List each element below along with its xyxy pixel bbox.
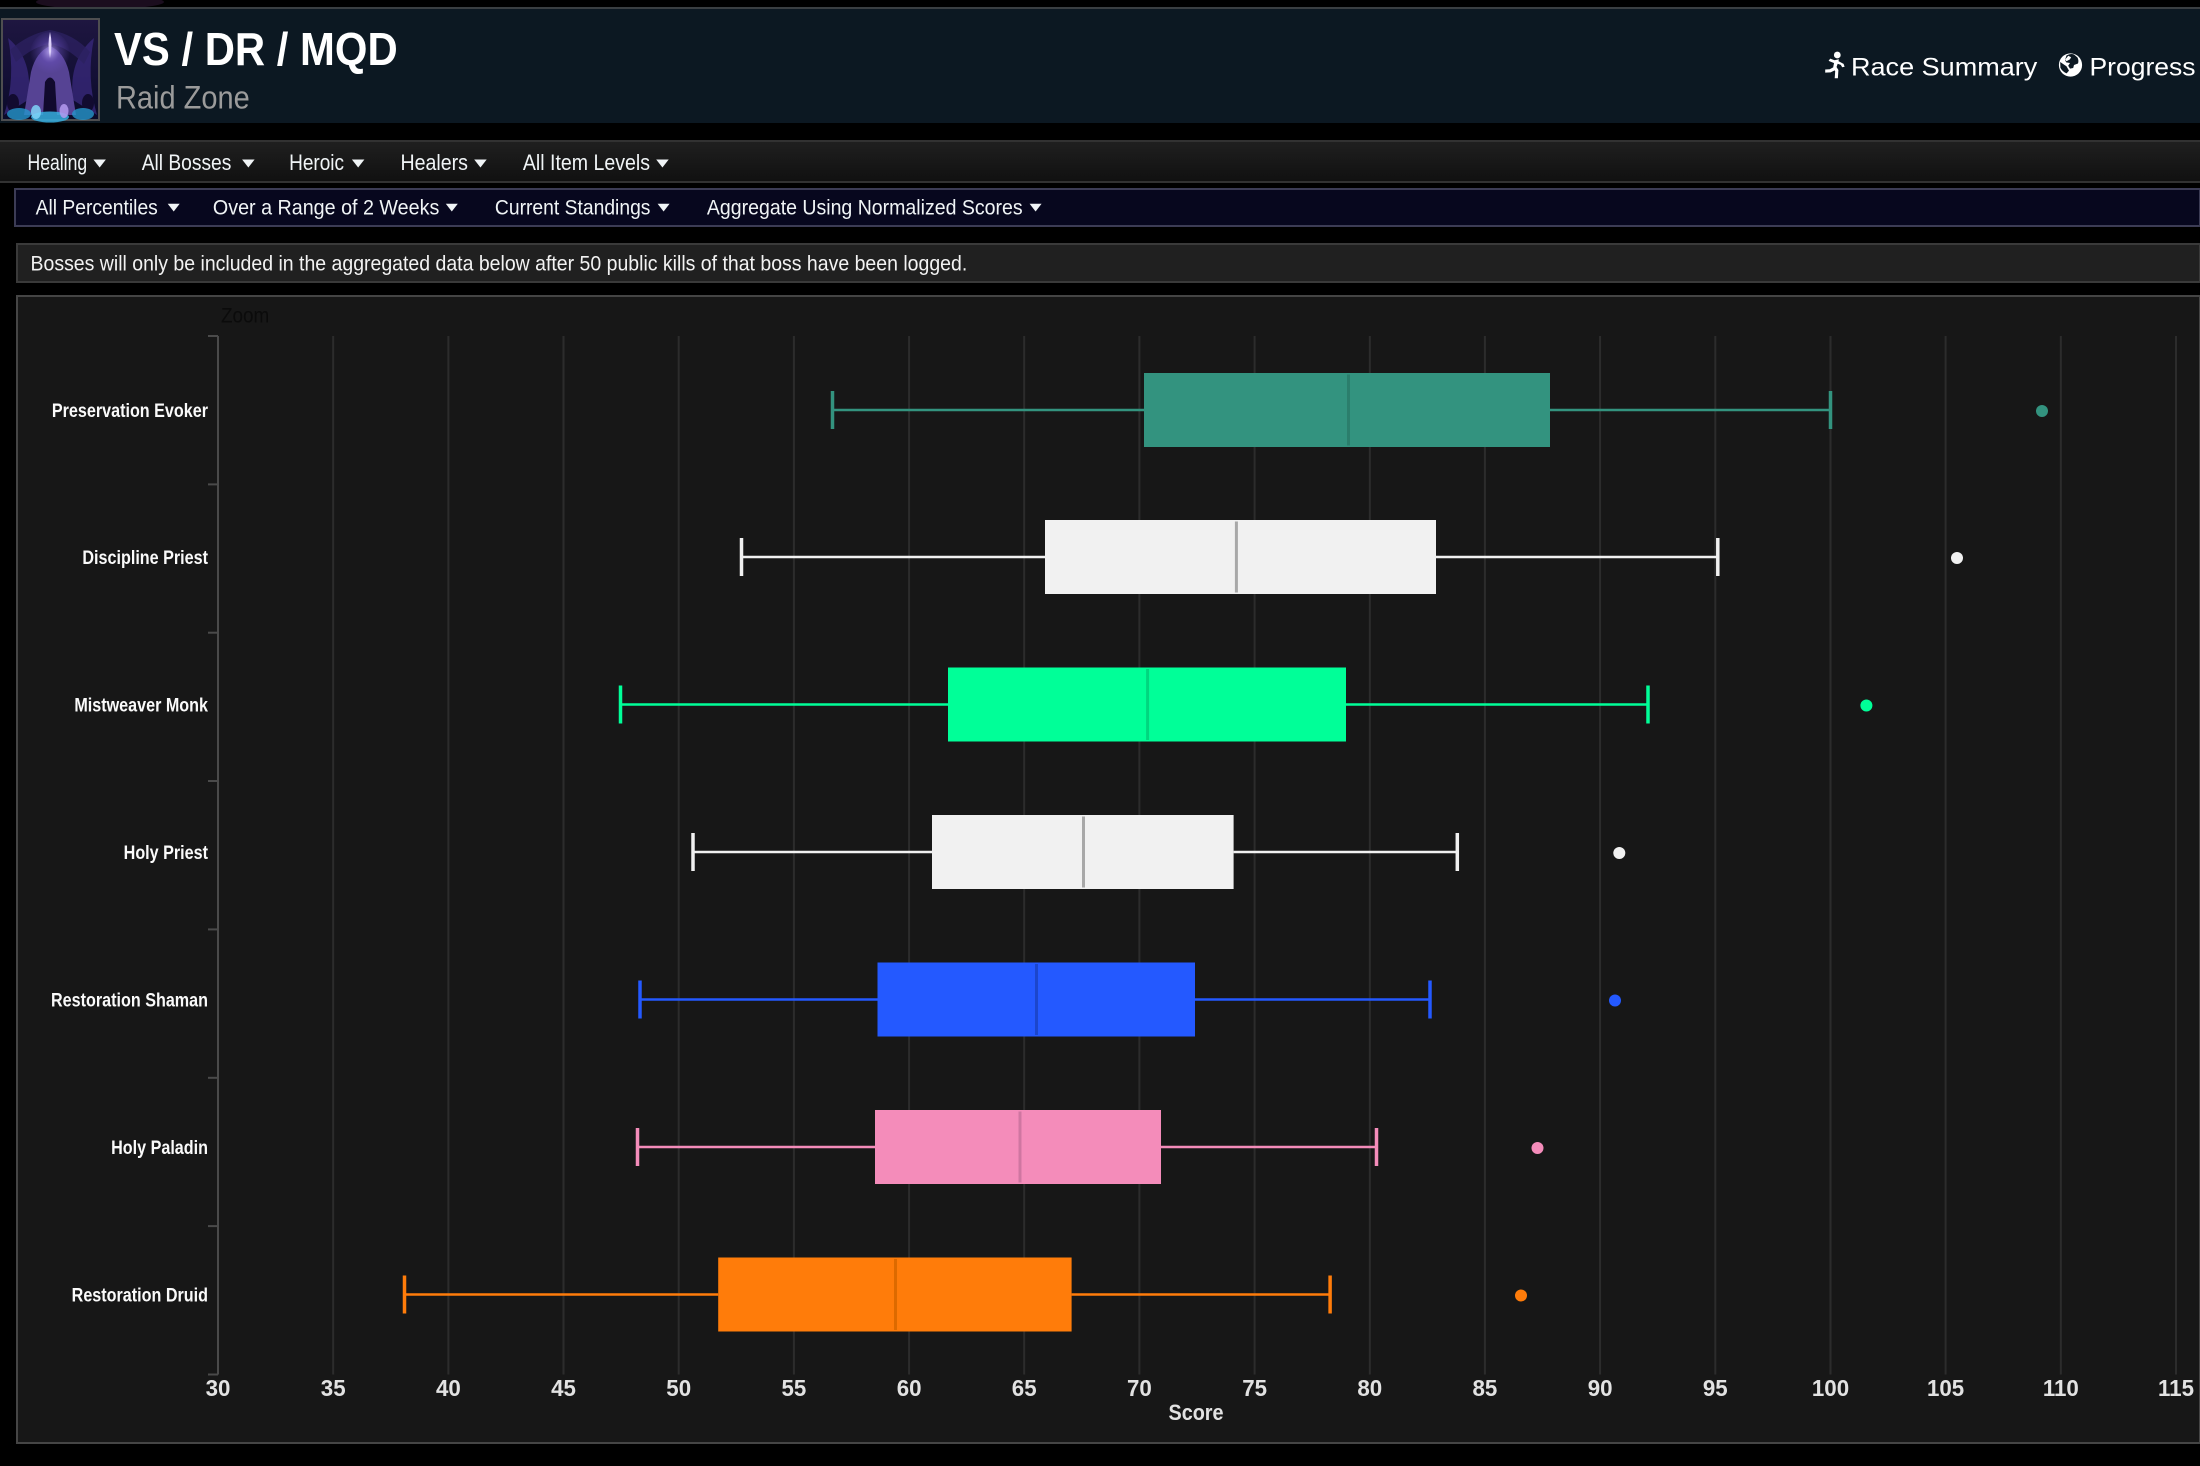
svg-text:Healers: Healers — [401, 151, 468, 175]
svg-text:Restoration Druid: Restoration Druid — [72, 1284, 208, 1306]
svg-text:Bosses will only be included i: Bosses will only be included in the aggr… — [31, 253, 968, 276]
svg-text:95: 95 — [1703, 1375, 1728, 1401]
svg-text:70: 70 — [1127, 1375, 1152, 1401]
svg-text:Holy Priest: Holy Priest — [124, 842, 208, 864]
svg-text:All Item Levels: All Item Levels — [523, 151, 650, 175]
svg-text:Over a Range of 2 Weeks: Over a Range of 2 Weeks — [213, 197, 439, 220]
svg-text:Mistweaver Monk: Mistweaver Monk — [74, 694, 208, 716]
svg-text:Progress: Progress — [2090, 54, 2196, 81]
svg-text:35: 35 — [321, 1375, 346, 1401]
svg-text:Zoom: Zoom — [221, 305, 269, 328]
svg-text:50: 50 — [666, 1375, 691, 1401]
svg-text:45: 45 — [551, 1375, 576, 1401]
svg-text:65: 65 — [1012, 1375, 1037, 1401]
svg-text:Current Standings: Current Standings — [495, 197, 651, 220]
svg-text:VS / DR / MQD: VS / DR / MQD — [114, 24, 398, 75]
svg-text:105: 105 — [1927, 1375, 1964, 1401]
svg-text:Healing: Healing — [28, 151, 88, 175]
svg-text:Heroic: Heroic — [289, 151, 344, 176]
svg-text:Restoration Shaman: Restoration Shaman — [51, 989, 208, 1011]
svg-text:100: 100 — [1812, 1375, 1849, 1401]
svg-text:85: 85 — [1472, 1375, 1497, 1401]
svg-text:30: 30 — [206, 1375, 231, 1401]
svg-text:Preservation Evoker: Preservation Evoker — [52, 400, 208, 422]
svg-text:80: 80 — [1357, 1375, 1382, 1401]
svg-text:Race Summary: Race Summary — [1851, 52, 2037, 81]
svg-text:All Bosses: All Bosses — [142, 151, 232, 176]
svg-text:Score: Score — [1169, 1401, 1224, 1425]
svg-text:40: 40 — [436, 1375, 461, 1401]
svg-text:Raid Zone: Raid Zone — [116, 80, 250, 116]
svg-text:Holy Paladin: Holy Paladin — [111, 1137, 208, 1159]
svg-text:60: 60 — [897, 1375, 922, 1401]
svg-text:110: 110 — [2043, 1375, 2079, 1401]
svg-text:90: 90 — [1588, 1375, 1613, 1401]
svg-text:115: 115 — [2158, 1375, 2194, 1401]
svg-text:55: 55 — [781, 1375, 806, 1401]
svg-text:All Percentiles: All Percentiles — [36, 197, 158, 220]
svg-text:Aggregate Using Normalized Sco: Aggregate Using Normalized Scores — [707, 197, 1023, 220]
svg-text:75: 75 — [1242, 1375, 1267, 1401]
svg-text:Discipline Priest: Discipline Priest — [82, 547, 208, 569]
